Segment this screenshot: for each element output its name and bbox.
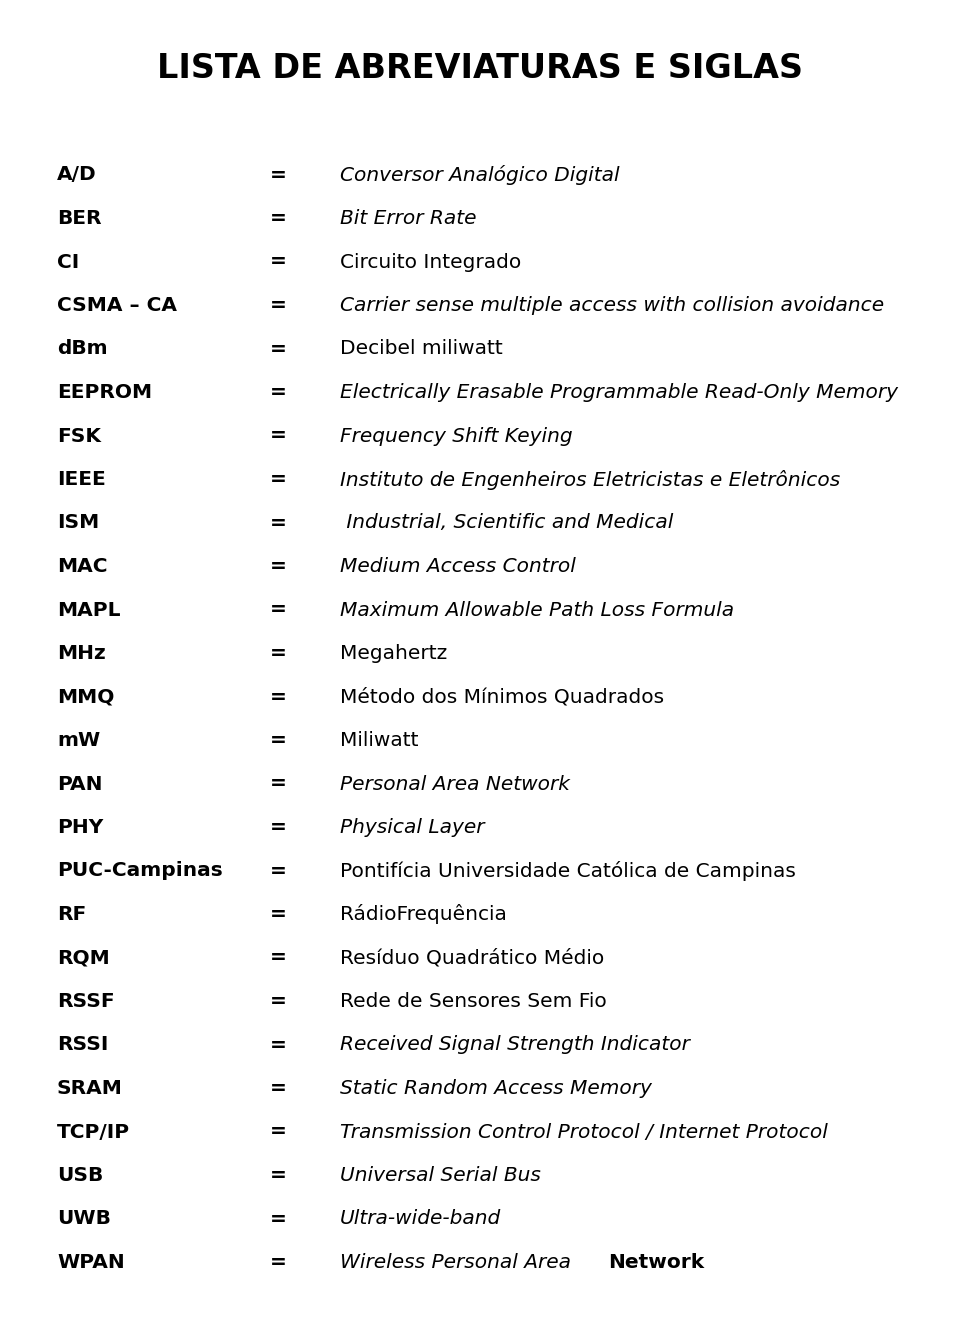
Text: Bit Error Rate: Bit Error Rate [340,209,476,228]
Text: LISTA DE ABREVIATURAS E SIGLAS: LISTA DE ABREVIATURAS E SIGLAS [157,52,803,85]
Text: =: = [270,1166,286,1185]
Text: =: = [270,688,286,706]
Text: =: = [270,382,286,402]
Text: A/D: A/D [57,165,97,184]
Text: Decibel miliwatt: Decibel miliwatt [340,340,503,359]
Text: RádioFrequência: RádioFrequência [340,905,507,925]
Text: =: = [270,861,286,881]
Text: Resíduo Quadrático Médio: Resíduo Quadrático Médio [340,949,604,967]
Text: Conversor Analógico Digital: Conversor Analógico Digital [340,165,619,185]
Text: MAC: MAC [57,557,108,576]
Text: UWB: UWB [57,1209,110,1229]
Text: PHY: PHY [57,818,104,837]
Text: Circuito Integrado: Circuito Integrado [340,253,521,271]
Text: =: = [270,732,286,750]
Text: CSMA – CA: CSMA – CA [57,296,177,315]
Text: EEPROM: EEPROM [57,382,152,402]
Text: Wireless Personal Area: Wireless Personal Area [340,1253,577,1271]
Text: TCP/IP: TCP/IP [57,1122,131,1142]
Text: RF: RF [57,905,86,923]
Text: =: = [270,426,286,446]
Text: =: = [270,1122,286,1142]
Text: PUC-Campinas: PUC-Campinas [57,861,223,881]
Text: Medium Access Control: Medium Access Control [340,557,576,576]
Text: Universal Serial Bus: Universal Serial Bus [340,1166,540,1185]
Text: =: = [270,818,286,837]
Text: Static Random Access Memory: Static Random Access Memory [340,1080,652,1098]
Text: BER: BER [57,209,102,228]
Text: =: = [270,601,286,619]
Text: =: = [270,165,286,184]
Text: =: = [270,1209,286,1229]
Text: PAN: PAN [57,774,103,794]
Text: Physical Layer: Physical Layer [340,818,485,837]
Text: Método dos Mínimos Quadrados: Método dos Mínimos Quadrados [340,688,664,706]
Text: Transmission Control Protocol / Internet Protocol: Transmission Control Protocol / Internet… [340,1122,828,1142]
Text: =: = [270,253,286,271]
Text: USB: USB [57,1166,104,1185]
Text: Industrial, Scientific and Medical: Industrial, Scientific and Medical [340,513,673,532]
Text: FSK: FSK [57,426,101,446]
Text: IEEE: IEEE [57,470,106,490]
Text: dBm: dBm [57,340,108,359]
Text: CI: CI [57,253,80,271]
Text: Rede de Sensores Sem Fio: Rede de Sensores Sem Fio [340,992,607,1011]
Text: MMQ: MMQ [57,688,114,706]
Text: ISM: ISM [57,513,99,532]
Text: =: = [270,513,286,532]
Text: MAPL: MAPL [57,601,121,619]
Text: =: = [270,1036,286,1054]
Text: =: = [270,470,286,490]
Text: Instituto de Engenheiros Eletricistas e Eletrônicos: Instituto de Engenheiros Eletricistas e … [340,470,840,490]
Text: Frequency Shift Keying: Frequency Shift Keying [340,426,572,446]
Text: =: = [270,1080,286,1098]
Text: =: = [270,949,286,967]
Text: Megahertz: Megahertz [340,644,447,663]
Text: =: = [270,340,286,359]
Text: Electrically Erasable Programmable Read-Only Memory: Electrically Erasable Programmable Read-… [340,382,898,402]
Text: =: = [270,905,286,923]
Text: Personal Area Network: Personal Area Network [340,774,570,794]
Text: RSSF: RSSF [57,992,114,1011]
Text: Carrier sense multiple access with collision avoidance: Carrier sense multiple access with colli… [340,296,884,315]
Text: =: = [270,992,286,1011]
Text: Received Signal Strength Indicator: Received Signal Strength Indicator [340,1036,690,1054]
Text: =: = [270,296,286,315]
Text: MHz: MHz [57,644,106,663]
Text: Ultra-wide-band: Ultra-wide-band [340,1209,501,1229]
Text: RSSI: RSSI [57,1036,108,1054]
Text: Miliwatt: Miliwatt [340,732,419,750]
Text: =: = [270,1253,286,1271]
Text: RQM: RQM [57,949,109,967]
Text: =: = [270,557,286,576]
Text: =: = [270,644,286,663]
Text: Network: Network [608,1253,704,1271]
Text: =: = [270,774,286,794]
Text: Maximum Allowable Path Loss Formula: Maximum Allowable Path Loss Formula [340,601,734,619]
Text: WPAN: WPAN [57,1253,125,1271]
Text: SRAM: SRAM [57,1080,123,1098]
Text: Pontifícia Universidade Católica de Campinas: Pontifícia Universidade Católica de Camp… [340,861,796,881]
Text: mW: mW [57,732,100,750]
Text: =: = [270,209,286,228]
